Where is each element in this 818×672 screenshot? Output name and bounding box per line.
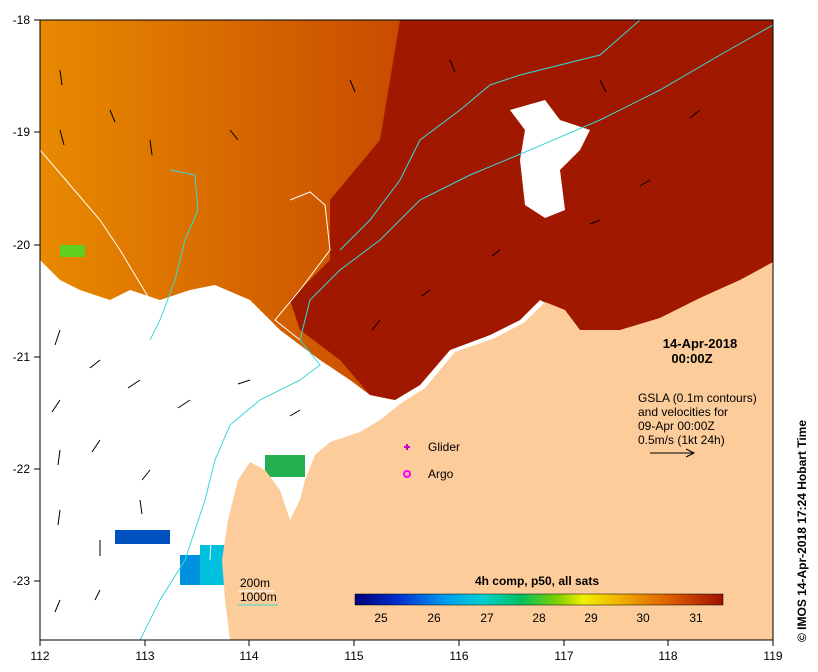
depth-200m-label: 200m bbox=[240, 576, 270, 590]
x-tick-label: 117 bbox=[554, 649, 573, 663]
cloud-gap bbox=[510, 100, 590, 218]
glider-marker-icon bbox=[404, 444, 410, 450]
cool-patch-5 bbox=[60, 245, 85, 257]
glider-label: Glider bbox=[428, 440, 460, 454]
plot-frame bbox=[39, 19, 774, 641]
colorbar-tick: 29 bbox=[584, 611, 598, 625]
gsla-line-3: 09-Apr 00:00Z bbox=[638, 419, 715, 433]
x-tick-label: 118 bbox=[658, 649, 677, 663]
x-ticks bbox=[39, 640, 774, 646]
contour-1000m bbox=[139, 24, 773, 640]
colorbar-tick: 31 bbox=[689, 611, 703, 625]
contour-1000m-north bbox=[339, 20, 641, 251]
argo-marker-icon bbox=[403, 470, 411, 478]
colorbar bbox=[354, 593, 724, 606]
gsla-line-2: and velocities for bbox=[638, 405, 728, 419]
depth-1000m-label: 1000m bbox=[240, 590, 277, 604]
x-tick-label: 114 bbox=[239, 649, 258, 663]
contour-200m bbox=[40, 149, 221, 561]
date-label: 14-Apr-2018 bbox=[663, 336, 737, 351]
gsla-line-1: GSLA (0.1m contours) bbox=[638, 391, 757, 405]
x-tick-label: 112 bbox=[30, 649, 49, 663]
sst-hot-core bbox=[290, 20, 773, 400]
x-tick-label: 113 bbox=[135, 649, 154, 663]
colorbar-tick: 25 bbox=[374, 611, 388, 625]
cool-patch-3 bbox=[115, 530, 170, 544]
y-tick-label: -19 bbox=[13, 125, 31, 139]
land bbox=[222, 262, 773, 640]
gsla-line-4: 0.5m/s (1kt 24h) bbox=[638, 433, 725, 447]
cool-patch-4 bbox=[200, 545, 225, 585]
y-tick-label: -22 bbox=[13, 462, 31, 476]
velocity-arrows bbox=[51, 59, 701, 613]
argo-label: Argo bbox=[428, 467, 454, 481]
contour-1000m-west bbox=[149, 169, 199, 341]
x-tick-label: 119 bbox=[763, 649, 782, 663]
scale-arrow-icon bbox=[650, 448, 696, 458]
colorbar-tick: 28 bbox=[532, 611, 546, 625]
y-tick-label: -20 bbox=[13, 238, 31, 252]
colorbar-title: 4h comp, p50, all sats bbox=[475, 574, 599, 588]
colorbar-tick: 30 bbox=[636, 611, 650, 625]
x-tick-label: 116 bbox=[449, 649, 468, 663]
colorbar-tick: 26 bbox=[427, 611, 441, 625]
y-ticks bbox=[34, 19, 40, 582]
credit-label: © IMOS 14-Apr-2018 17:24 Hobart Time bbox=[795, 420, 809, 642]
contour-200m-north bbox=[274, 191, 331, 341]
cool-patch-1 bbox=[265, 455, 305, 477]
y-tick-label: -18 bbox=[13, 13, 31, 27]
y-tick-label: -21 bbox=[13, 350, 31, 364]
time-label: 00:00Z bbox=[671, 351, 712, 366]
colorbar-tick: 27 bbox=[480, 611, 494, 625]
x-tick-label: 115 bbox=[344, 649, 363, 663]
y-tick-label: -23 bbox=[13, 574, 31, 588]
